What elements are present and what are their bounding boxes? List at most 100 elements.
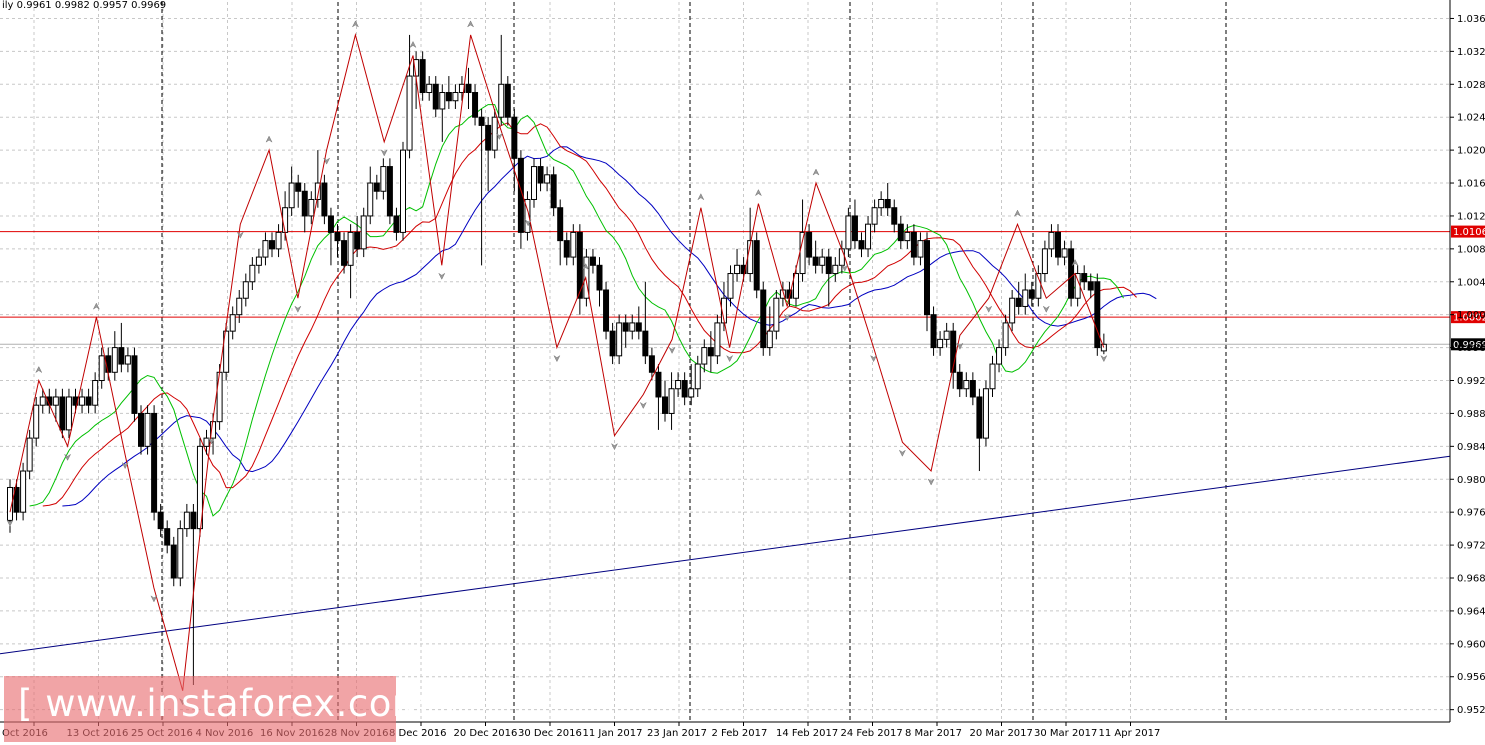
fractal-down-arrow xyxy=(438,272,446,280)
candle xyxy=(439,84,446,142)
horizontal-level-label: 1.0106 xyxy=(1453,227,1485,238)
alligator-jaw-line xyxy=(62,146,1157,507)
candle xyxy=(400,141,406,241)
candle-body-bull xyxy=(79,396,86,406)
candle xyxy=(85,388,92,414)
candle-body-bear xyxy=(327,215,334,233)
price-tick-label: 0.9765 xyxy=(1457,508,1485,519)
candle xyxy=(969,372,976,406)
candle-body-bull xyxy=(878,198,885,209)
candle-body-bear xyxy=(537,166,544,184)
price-tick-label: 0.9805 xyxy=(1457,475,1485,486)
candle xyxy=(33,396,40,447)
candle-body-bear xyxy=(138,412,144,447)
candle-body-bear xyxy=(1068,248,1075,299)
candle xyxy=(1015,281,1022,315)
candle-body-bear xyxy=(930,314,937,349)
candle-body-bear xyxy=(373,182,380,192)
candle xyxy=(393,207,400,241)
candle-body-bear xyxy=(897,223,904,242)
candle xyxy=(688,364,695,406)
candle-body-bull xyxy=(1061,248,1068,258)
fractal-up-arrow xyxy=(409,40,417,49)
fractal-up-arrow xyxy=(582,263,590,271)
candle xyxy=(720,281,727,332)
candle-body-bear xyxy=(825,256,832,275)
candle-body-bull xyxy=(616,322,623,357)
fractal-down-arrow xyxy=(207,437,216,445)
candle-body-bear xyxy=(956,371,963,390)
candle xyxy=(445,76,452,109)
candle-body-bull xyxy=(288,182,295,209)
candle xyxy=(1009,290,1016,332)
candle xyxy=(884,183,891,216)
candle xyxy=(753,232,760,299)
candle-body-bear xyxy=(812,256,819,266)
candle-body-bull xyxy=(937,338,944,349)
candle xyxy=(878,191,885,216)
candle xyxy=(629,314,636,340)
candle xyxy=(157,503,164,537)
candle xyxy=(812,240,819,274)
candle-body-bull xyxy=(583,256,590,299)
candle-body-bear xyxy=(190,511,197,530)
price-tick-label: 0.9645 xyxy=(1457,606,1485,617)
candle-body-bull xyxy=(65,396,72,431)
candle-body-bear xyxy=(321,182,328,217)
current-price-box xyxy=(1451,338,1485,351)
alligator-lips-line xyxy=(29,104,1124,517)
candle-body-bull xyxy=(255,256,262,266)
fractal-down-arrow xyxy=(294,305,302,313)
fractal-down-arrow xyxy=(6,519,14,527)
candle xyxy=(1081,265,1088,290)
candle xyxy=(989,355,996,397)
candle-body-bear xyxy=(609,330,616,357)
fractal-down-arrow xyxy=(783,313,791,322)
candle-body-bear xyxy=(269,240,275,250)
candle xyxy=(714,314,721,365)
candle-body-bear xyxy=(354,231,361,250)
candle xyxy=(183,503,190,537)
watermark-banner: [ www.instaforex.com ] xyxy=(4,676,455,742)
candle xyxy=(327,207,334,266)
candle xyxy=(648,347,655,381)
candle-body-bull xyxy=(124,355,131,365)
candle-body-bear xyxy=(589,256,596,266)
candle-body-bear xyxy=(642,330,649,357)
candle-body-bull xyxy=(865,223,872,250)
horizontal-level-box xyxy=(1451,225,1485,238)
candle xyxy=(249,257,256,290)
candle xyxy=(295,174,302,208)
candle-body-bull xyxy=(491,116,498,151)
price-tick-label: 0.9925 xyxy=(1457,376,1485,387)
candle-body-bear xyxy=(341,240,348,266)
candle xyxy=(269,232,275,258)
candle-body-bull xyxy=(26,437,33,472)
candle-body-bear xyxy=(465,83,472,94)
candle-body-bull xyxy=(793,273,799,299)
candle xyxy=(98,347,105,389)
candle xyxy=(793,265,799,307)
candle-body-bear xyxy=(485,124,492,151)
date-tick-label: 11 Apr 2017 xyxy=(1099,728,1161,739)
ascending-trendline xyxy=(0,455,1451,655)
candle xyxy=(655,364,662,430)
candle xyxy=(334,224,341,258)
candle-body-bull xyxy=(7,486,13,521)
candle-body-bull xyxy=(524,198,531,233)
candle-body-bear xyxy=(924,240,930,316)
candle-body-bear xyxy=(681,380,688,398)
candle xyxy=(92,372,99,414)
candle xyxy=(1002,314,1009,356)
candle xyxy=(485,117,492,192)
candle-body-bull xyxy=(1035,273,1042,299)
candle-body-bull xyxy=(98,355,105,382)
price-tick-label: 1.0365 xyxy=(1457,14,1485,25)
fractal-down-arrow xyxy=(63,453,72,461)
candle xyxy=(1048,224,1055,258)
price-tick-label: 0.9725 xyxy=(1457,541,1485,552)
candle xyxy=(707,331,714,373)
candle-body-bull xyxy=(1009,297,1016,324)
candle xyxy=(681,372,688,406)
